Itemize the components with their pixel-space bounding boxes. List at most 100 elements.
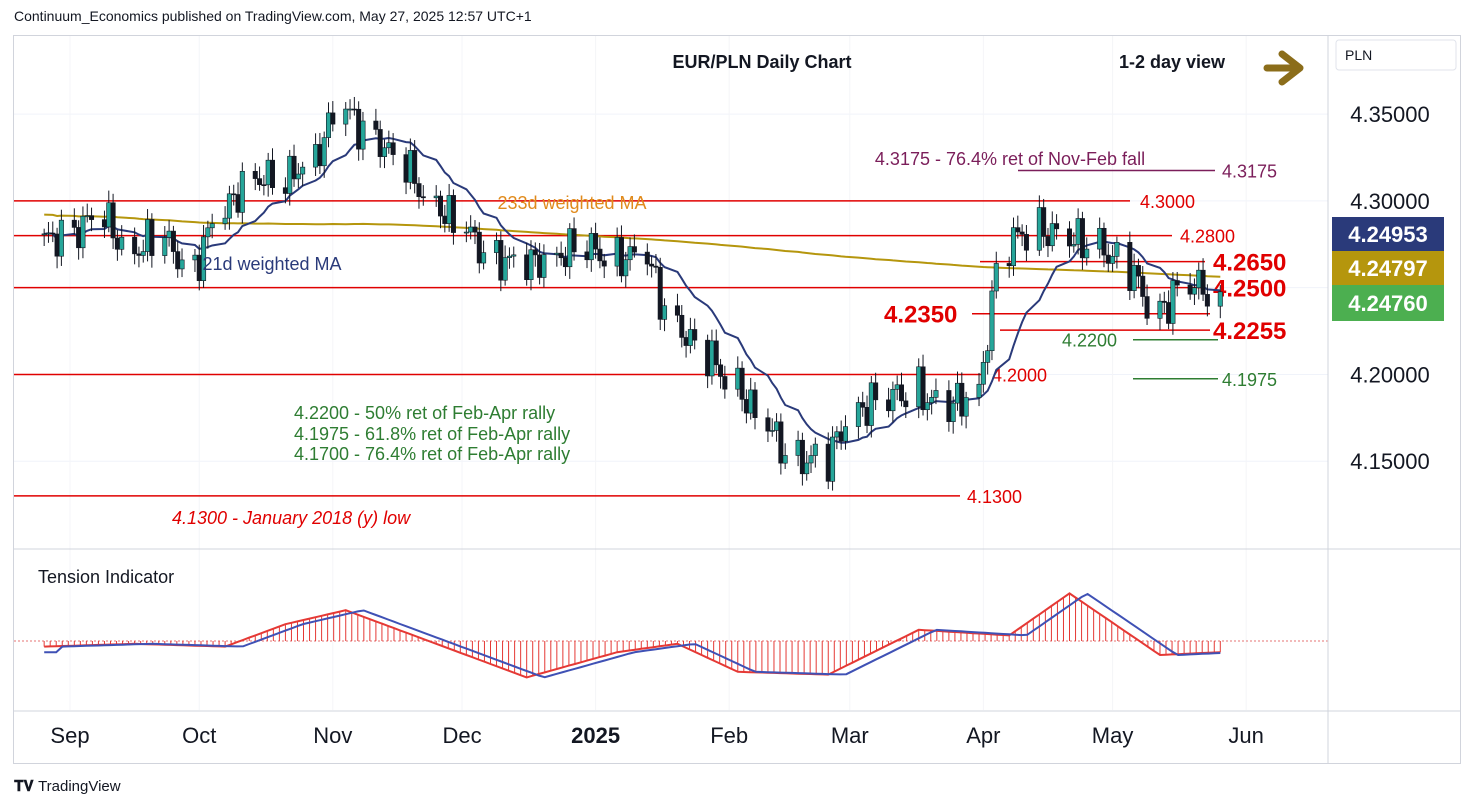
candle-body: [601, 260, 607, 267]
y-tick-label: 4.30000: [1350, 189, 1430, 214]
candle-body: [140, 251, 146, 256]
candle-body: [1131, 265, 1137, 291]
currency-box[interactable]: [1335, 39, 1457, 71]
candle-body: [360, 120, 366, 150]
y-tick-label: 4.35000: [1350, 102, 1430, 127]
candle-body: [558, 252, 564, 259]
candle-body: [265, 159, 271, 186]
x-tick-label: 2025: [571, 723, 620, 748]
price-grid: [14, 36, 1328, 710]
candle-body: [377, 129, 383, 157]
candle-body: [201, 236, 207, 281]
candle-body: [769, 430, 775, 432]
candle-body: [1166, 302, 1172, 324]
candle-body: [1157, 300, 1163, 319]
candle-body: [1174, 280, 1180, 286]
candle-body: [830, 436, 836, 482]
candle-body: [657, 267, 663, 320]
candle-body: [924, 402, 930, 411]
ma-21-path: [44, 136, 1221, 444]
publisher-header: Continuum_Economics published on Trading…: [14, 8, 532, 24]
fib-764-annotation: 4.1700 - 76.4% ret of Feb-Apr rally: [294, 444, 570, 464]
candle-body: [89, 215, 95, 220]
candle-body: [886, 399, 892, 412]
chart-title: EUR/PLN Daily Chart: [672, 52, 851, 72]
x-tick-label: Jun: [1228, 723, 1263, 748]
candle-body: [954, 382, 960, 404]
candle-body: [1049, 223, 1055, 247]
fib-618-annotation: 4.1975 - 61.8% ret of Feb-Apr rally: [294, 424, 570, 444]
candle-body: [498, 240, 504, 281]
currency-label: PLN: [1345, 47, 1372, 63]
candle-body: [1110, 256, 1116, 264]
candle-body: [407, 150, 413, 183]
candle-body: [1075, 218, 1081, 245]
x-tick-label: Nov: [313, 723, 352, 748]
candle-body: [481, 252, 487, 264]
candle-body: [50, 232, 56, 235]
candle-body: [433, 195, 439, 199]
candle-body: [45, 232, 51, 235]
candle-body: [1067, 228, 1073, 247]
candle-body: [593, 233, 599, 250]
candle-body: [903, 400, 909, 408]
candle-body: [1170, 280, 1176, 324]
jan-2018-low-annotation: 4.1300 - January 2018 (y) low: [172, 508, 411, 528]
candle-body: [618, 237, 624, 277]
candle-body: [1217, 291, 1223, 307]
candle-body: [506, 255, 512, 258]
candle-body: [774, 421, 780, 431]
tension-blue-line: [44, 592, 1221, 679]
candle-body: [562, 257, 568, 268]
candle-body: [705, 339, 711, 377]
level-label: 4.3000: [1140, 192, 1195, 212]
x-tick-label: Dec: [442, 723, 481, 748]
candle-body: [532, 249, 538, 256]
candle-body: [1101, 227, 1107, 256]
svg-text:4.24797: 4.24797: [1348, 256, 1428, 281]
candle-body: [524, 254, 530, 280]
candle-body: [623, 259, 629, 277]
price-badge-ma233: 4.24797: [1332, 251, 1444, 285]
candle-body: [989, 290, 995, 351]
candle-body: [252, 171, 258, 179]
candle-body: [80, 215, 86, 249]
candle-body: [1105, 254, 1111, 264]
candle-body: [1191, 287, 1197, 295]
candle-body: [1204, 294, 1210, 307]
candle-body: [179, 259, 185, 270]
candle-body: [963, 397, 969, 417]
candle-body: [101, 219, 107, 228]
x-tick-label: Oct: [182, 723, 216, 748]
candle-body: [132, 236, 138, 255]
candle-body: [231, 193, 237, 196]
candle-body: [662, 305, 668, 320]
candle-body: [442, 215, 448, 224]
ma233-label: 233d weighted MA: [497, 193, 646, 213]
view-label: 1-2 day view: [1119, 52, 1226, 72]
candle-body: [313, 144, 319, 168]
candle-body: [321, 137, 327, 167]
tradingview-logo[interactable]: 𝐓𝐕 TradingView: [14, 778, 121, 796]
candle-body: [946, 390, 952, 422]
candle-body: [890, 388, 896, 412]
ma21-label: 21d weighted MA: [202, 254, 341, 274]
candle-body: [735, 367, 741, 390]
tv-logo-icon: 𝐓𝐕: [14, 778, 34, 795]
candle-body: [1084, 248, 1090, 259]
candle-body: [446, 195, 452, 224]
candle-body: [476, 231, 482, 264]
candle-body: [567, 228, 573, 268]
level-label: 4.2650: [1213, 250, 1286, 277]
candle-body: [1045, 236, 1051, 247]
x-tick-label: Apr: [966, 723, 1000, 748]
candle-body: [748, 389, 754, 414]
candle-body: [170, 230, 176, 252]
candle-body: [382, 147, 388, 157]
candle-body: [347, 108, 353, 111]
candlesticks: [41, 96, 1223, 491]
axes: 4.150004.200004.250004.300004.35000SepOc…: [14, 36, 1460, 764]
candle-body: [330, 112, 336, 125]
candle-body: [916, 366, 922, 408]
